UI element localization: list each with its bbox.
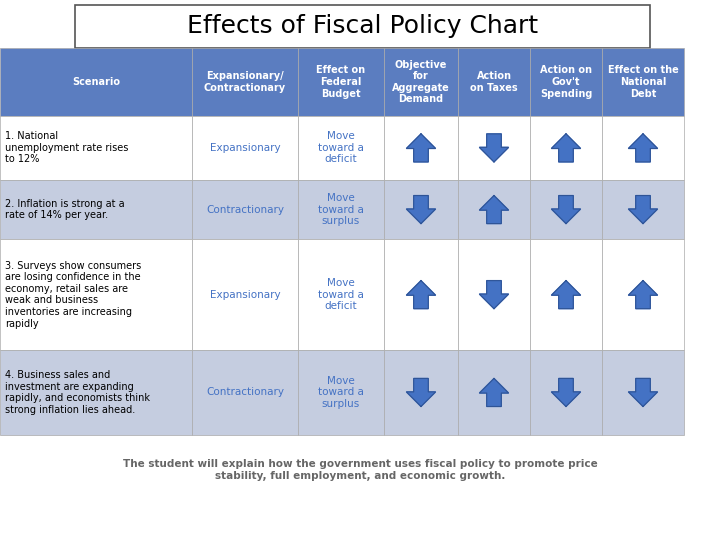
FancyBboxPatch shape xyxy=(298,48,384,116)
Text: Move
toward a
surplus: Move toward a surplus xyxy=(318,376,364,409)
Text: Effect on
Federal
Budget: Effect on Federal Budget xyxy=(316,65,366,99)
FancyBboxPatch shape xyxy=(75,5,650,48)
FancyBboxPatch shape xyxy=(192,48,298,116)
FancyBboxPatch shape xyxy=(298,350,384,435)
Text: 4. Business sales and
investment are expanding
rapidly, and economists think
str: 4. Business sales and investment are exp… xyxy=(5,370,150,415)
FancyBboxPatch shape xyxy=(530,239,602,350)
FancyBboxPatch shape xyxy=(602,48,684,116)
FancyBboxPatch shape xyxy=(602,239,684,350)
FancyBboxPatch shape xyxy=(384,180,458,239)
Polygon shape xyxy=(552,281,580,309)
Text: Expansionary: Expansionary xyxy=(210,289,280,300)
Text: Contractionary: Contractionary xyxy=(206,388,284,397)
FancyBboxPatch shape xyxy=(458,239,530,350)
FancyBboxPatch shape xyxy=(0,180,192,239)
Text: Move
toward a
surplus: Move toward a surplus xyxy=(318,193,364,226)
FancyBboxPatch shape xyxy=(384,350,458,435)
Text: 2. Inflation is strong at a
rate of 14% per year.: 2. Inflation is strong at a rate of 14% … xyxy=(5,199,125,220)
FancyBboxPatch shape xyxy=(0,239,192,350)
Text: Contractionary: Contractionary xyxy=(206,205,284,214)
Text: Move
toward a
deficit: Move toward a deficit xyxy=(318,131,364,165)
FancyBboxPatch shape xyxy=(530,180,602,239)
FancyBboxPatch shape xyxy=(602,116,684,180)
Polygon shape xyxy=(629,134,657,162)
FancyBboxPatch shape xyxy=(530,116,602,180)
FancyBboxPatch shape xyxy=(458,180,530,239)
FancyBboxPatch shape xyxy=(192,239,298,350)
Text: Action on
Gov't
Spending: Action on Gov't Spending xyxy=(540,65,592,99)
FancyBboxPatch shape xyxy=(530,350,602,435)
Polygon shape xyxy=(629,195,657,224)
Text: 1. National
unemployment rate rises
to 12%: 1. National unemployment rate rises to 1… xyxy=(5,131,128,165)
Text: The student will explain how the government uses fiscal policy to promote price
: The student will explain how the governm… xyxy=(122,459,598,481)
FancyBboxPatch shape xyxy=(192,180,298,239)
FancyBboxPatch shape xyxy=(458,350,530,435)
FancyBboxPatch shape xyxy=(0,350,192,435)
Polygon shape xyxy=(480,379,508,407)
Text: Expansionary/
Contractionary: Expansionary/ Contractionary xyxy=(204,71,286,93)
Text: 3. Surveys show consumers
are losing confidence in the
economy, retail sales are: 3. Surveys show consumers are losing con… xyxy=(5,261,141,329)
FancyBboxPatch shape xyxy=(602,180,684,239)
Text: Move
toward a
deficit: Move toward a deficit xyxy=(318,278,364,311)
Polygon shape xyxy=(480,281,508,309)
Polygon shape xyxy=(552,379,580,407)
FancyBboxPatch shape xyxy=(192,350,298,435)
FancyBboxPatch shape xyxy=(530,48,602,116)
FancyBboxPatch shape xyxy=(0,48,192,116)
FancyBboxPatch shape xyxy=(192,116,298,180)
FancyBboxPatch shape xyxy=(0,116,192,180)
Polygon shape xyxy=(629,281,657,309)
FancyBboxPatch shape xyxy=(384,116,458,180)
FancyBboxPatch shape xyxy=(458,116,530,180)
Text: Effects of Fiscal Policy Chart: Effects of Fiscal Policy Chart xyxy=(187,15,538,38)
Text: Scenario: Scenario xyxy=(72,77,120,87)
FancyBboxPatch shape xyxy=(298,239,384,350)
FancyBboxPatch shape xyxy=(458,48,530,116)
FancyBboxPatch shape xyxy=(384,48,458,116)
Text: Objective
for
Aggregate
Demand: Objective for Aggregate Demand xyxy=(392,59,450,104)
Polygon shape xyxy=(552,134,580,162)
Polygon shape xyxy=(406,379,436,407)
Polygon shape xyxy=(480,134,508,162)
Text: Effect on the
National
Debt: Effect on the National Debt xyxy=(608,65,678,99)
Text: Action
on Taxes: Action on Taxes xyxy=(470,71,518,93)
Polygon shape xyxy=(406,195,436,224)
FancyBboxPatch shape xyxy=(298,180,384,239)
Polygon shape xyxy=(629,379,657,407)
Polygon shape xyxy=(406,134,436,162)
Text: Expansionary: Expansionary xyxy=(210,143,280,153)
Polygon shape xyxy=(552,195,580,224)
Polygon shape xyxy=(406,281,436,309)
FancyBboxPatch shape xyxy=(298,116,384,180)
Polygon shape xyxy=(480,195,508,224)
FancyBboxPatch shape xyxy=(384,239,458,350)
FancyBboxPatch shape xyxy=(602,350,684,435)
